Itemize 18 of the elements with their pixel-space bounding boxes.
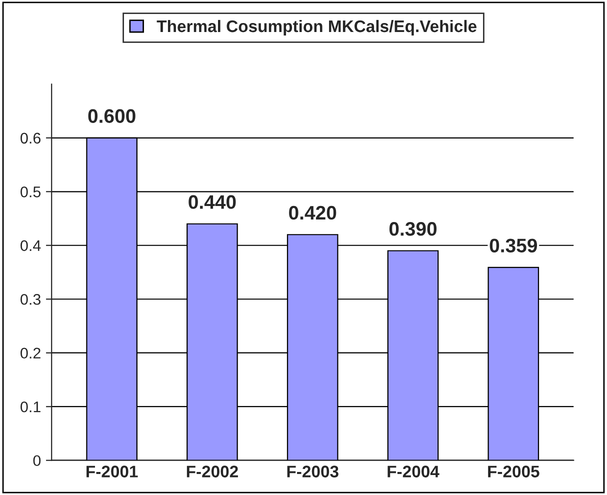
- y-tick-label: 0.5: [20, 186, 41, 198]
- x-tick-label: F-2005: [488, 466, 540, 478]
- y-tick-label: 0: [33, 455, 41, 466]
- y-tick-label: 0.2: [20, 348, 40, 359]
- x-tick-label: F-2001: [86, 466, 138, 478]
- data-label: 0.440: [188, 195, 236, 209]
- legend-label: Thermal Cosumption MKCals/Eq.Vehicle: [156, 20, 476, 36]
- y-tick-label: 0.4: [20, 240, 41, 252]
- y-tick-label: 0.6: [20, 132, 41, 144]
- y-tick-label: 0.3: [20, 294, 41, 305]
- data-label: 0.420: [289, 206, 336, 220]
- data-label: 0.359: [490, 238, 537, 252]
- data-label: 0.390: [389, 222, 437, 236]
- x-tick-label: F-2003: [287, 466, 338, 478]
- data-label: 0.600: [88, 109, 136, 123]
- y-tick-label: 0.1: [20, 401, 40, 412]
- x-tick-label: F-2002: [186, 466, 238, 478]
- x-tick-label: F-2004: [388, 466, 440, 478]
